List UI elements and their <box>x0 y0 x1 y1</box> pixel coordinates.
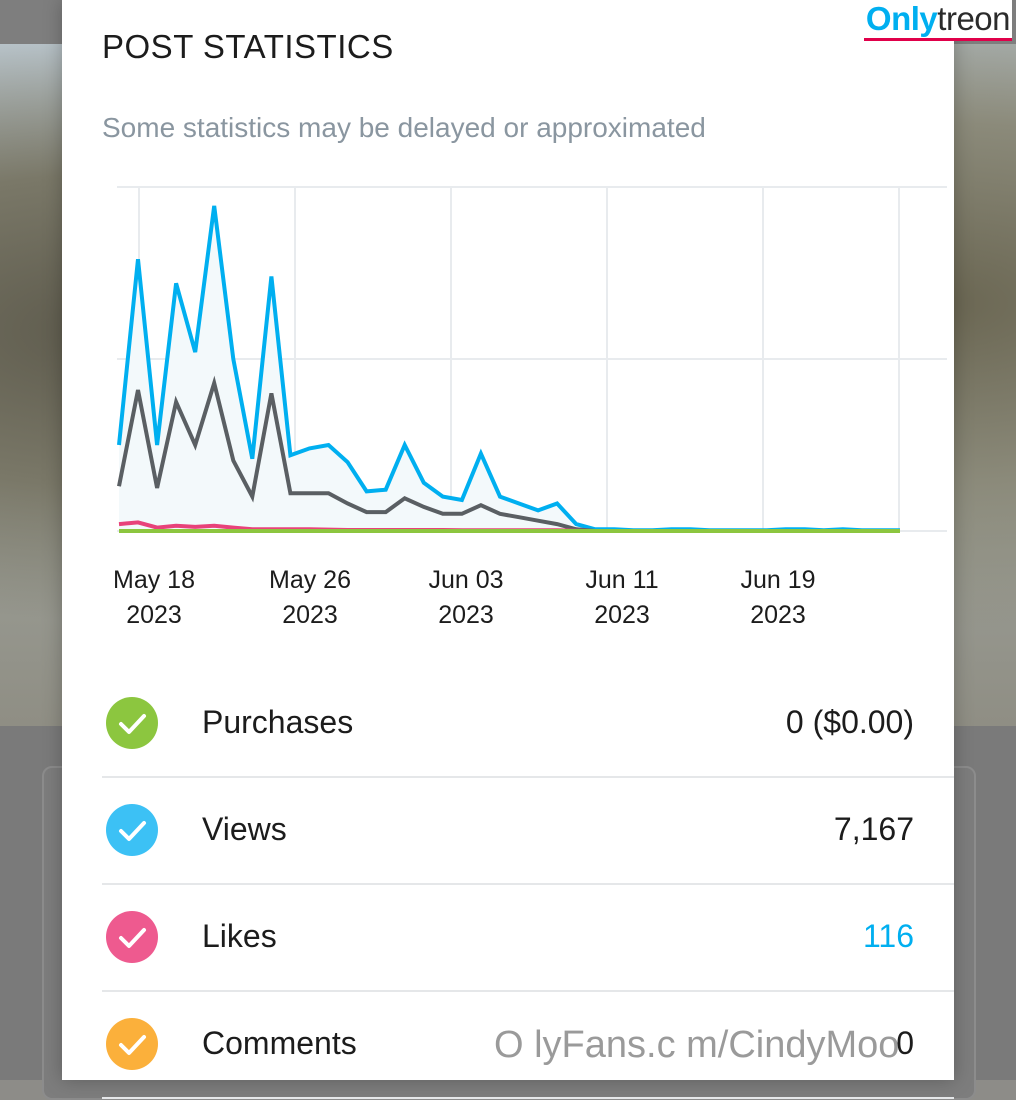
stat-value: 0 <box>896 1025 914 1061</box>
dialog-title: POST STATISTICS <box>102 28 394 65</box>
x-tick-label-date: Jun 03 <box>428 566 503 594</box>
x-tick-label-year: 2023 <box>438 601 494 629</box>
check-circle-icon[interactable] <box>106 697 158 749</box>
x-tick-label-year: 2023 <box>750 601 806 629</box>
logo-text-treon: treon <box>937 0 1010 37</box>
x-tick-label: May 18 2023 <box>113 566 195 629</box>
x-tick-label-year: 2023 <box>126 601 182 629</box>
x-tick-label: Jun 03 2023 <box>428 566 503 629</box>
x-tick-label-date: May 18 <box>113 566 195 594</box>
stat-row-likes[interactable]: Likes 116 <box>102 884 954 992</box>
post-statistics-dialog: POST STATISTICS Some statistics may be d… <box>62 0 954 1099</box>
dialog-subtitle: Some statistics may be delayed or approx… <box>102 112 706 143</box>
x-tick-label-date: Jun 11 <box>585 566 658 594</box>
stat-label: Likes <box>202 918 277 954</box>
check-circle-icon[interactable] <box>106 911 158 963</box>
x-tick-label: Jun 19 2023 <box>740 566 815 629</box>
x-tick-label-year: 2023 <box>282 601 338 629</box>
stat-value[interactable]: 116 <box>862 918 914 954</box>
stat-value: 0 ($0.00) <box>785 704 914 740</box>
check-circle-icon[interactable] <box>106 804 158 856</box>
watermark-text: O lyFans.c m/CindyMoo <box>494 1024 900 1066</box>
stat-row-views[interactable]: Views 7,167 <box>102 777 954 885</box>
check-circle-icon[interactable] <box>106 1018 158 1070</box>
chart-x-ticks: May 18 2023 May 26 2023 Jun 03 2023 Jun 11 2023… <box>113 566 816 629</box>
x-tick-label-year: 2023 <box>594 601 650 629</box>
statistics-line-chart: May 18 2023 May 26 2023 Jun 03 2023 Jun 11 2023… <box>113 186 947 629</box>
series-area-views <box>119 205 900 531</box>
logo-text-only: Only <box>865 0 938 37</box>
x-tick-label: May 26 2023 <box>269 566 351 629</box>
stat-label: Views <box>202 811 287 847</box>
stat-row-purchases[interactable]: Purchases 0 ($0.00) <box>102 670 954 778</box>
chart-series <box>117 205 900 533</box>
x-tick-label: Jun 11 2023 <box>585 566 658 629</box>
x-tick-label-date: May 26 <box>269 566 351 594</box>
x-tick-label-date: Jun 19 <box>740 566 815 594</box>
stat-label: Comments <box>202 1025 357 1061</box>
stat-label: Purchases <box>202 704 354 740</box>
onlytreon-logo: Onlytreon <box>863 0 1012 41</box>
stat-value: 7,167 <box>833 811 914 847</box>
